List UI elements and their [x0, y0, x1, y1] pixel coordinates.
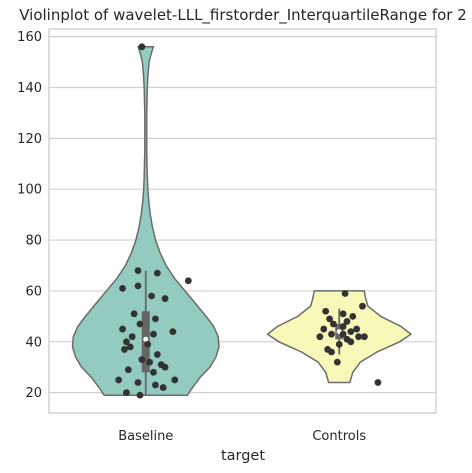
y-tick-label-100: 100 — [17, 183, 42, 198]
point-controls-5 — [349, 312, 357, 320]
point-baseline-29 — [152, 381, 159, 389]
point-controls-4 — [326, 315, 333, 323]
point-controls-2 — [322, 307, 330, 315]
point-baseline-32 — [136, 391, 144, 399]
point-baseline-21 — [146, 358, 154, 366]
point-baseline-17 — [126, 343, 134, 351]
point-controls-13 — [339, 330, 347, 338]
point-baseline-18 — [121, 346, 128, 353]
point-baseline-27 — [171, 376, 179, 384]
point-baseline-6 — [148, 292, 155, 300]
point-baseline-30 — [159, 384, 167, 391]
point-controls-10 — [320, 325, 328, 333]
point-baseline-8 — [130, 310, 138, 318]
point-baseline-10 — [136, 320, 144, 328]
point-controls-22 — [333, 358, 341, 366]
point-baseline-11 — [169, 328, 177, 336]
y-tick-label-160: 160 — [17, 30, 42, 45]
chart-title: Violinplot of wavelet-LLL_firstorder_Int… — [19, 6, 467, 25]
point-baseline-2 — [153, 269, 161, 277]
point-baseline-3 — [119, 284, 126, 292]
y-tick-label-140: 140 — [17, 81, 42, 96]
y-tick-label-60: 60 — [25, 284, 42, 299]
point-baseline-28 — [134, 379, 142, 386]
point-baseline-14 — [128, 333, 136, 341]
point-controls-11 — [347, 328, 355, 336]
point-baseline-16 — [144, 340, 152, 348]
point-baseline-4 — [184, 277, 192, 285]
x-tick-label-baseline: Baseline — [118, 429, 173, 444]
point-controls-9 — [353, 325, 361, 333]
point-controls-14 — [355, 333, 362, 341]
point-controls-19 — [335, 340, 343, 348]
point-controls-23 — [374, 379, 382, 386]
data-points — [115, 43, 382, 399]
point-baseline-13 — [150, 330, 157, 338]
x-tick-labels: Baseline Controls — [118, 429, 366, 444]
point-controls-3 — [339, 310, 347, 318]
point-baseline-31 — [123, 389, 130, 397]
point-controls-8 — [339, 323, 347, 330]
point-baseline-23 — [161, 363, 169, 371]
y-tick-label-80: 80 — [25, 234, 42, 249]
point-baseline-1 — [134, 267, 142, 274]
point-controls-12 — [328, 330, 335, 338]
point-baseline-20 — [138, 356, 146, 363]
violin-baseline — [71, 46, 220, 396]
point-baseline-15 — [123, 338, 130, 346]
point-baseline-25 — [150, 368, 157, 376]
point-baseline-19 — [153, 351, 161, 358]
point-controls-7 — [330, 320, 337, 328]
y-tick-label-40: 40 — [25, 335, 42, 350]
point-controls-0 — [341, 290, 349, 297]
point-baseline-9 — [152, 315, 159, 323]
x-tick-label-controls: Controls — [312, 429, 366, 444]
point-baseline-5 — [134, 282, 142, 290]
point-controls-15 — [316, 333, 324, 341]
point-baseline-0 — [138, 43, 146, 51]
point-baseline-7 — [161, 295, 169, 302]
x-axis-title: target — [221, 448, 265, 464]
point-controls-21 — [328, 348, 335, 356]
point-controls-1 — [359, 302, 366, 310]
point-baseline-24 — [124, 366, 132, 374]
y-tick-label-20: 20 — [25, 386, 42, 401]
median-baseline — [143, 336, 149, 342]
point-baseline-12 — [119, 325, 126, 333]
point-controls-6 — [343, 318, 351, 325]
point-baseline-26 — [115, 376, 123, 384]
y-tick-label-120: 120 — [17, 132, 42, 147]
y-tick-labels: 20 40 60 80 100 120 140 160 — [17, 30, 42, 401]
point-controls-16 — [361, 333, 368, 341]
point-controls-18 — [347, 338, 355, 346]
